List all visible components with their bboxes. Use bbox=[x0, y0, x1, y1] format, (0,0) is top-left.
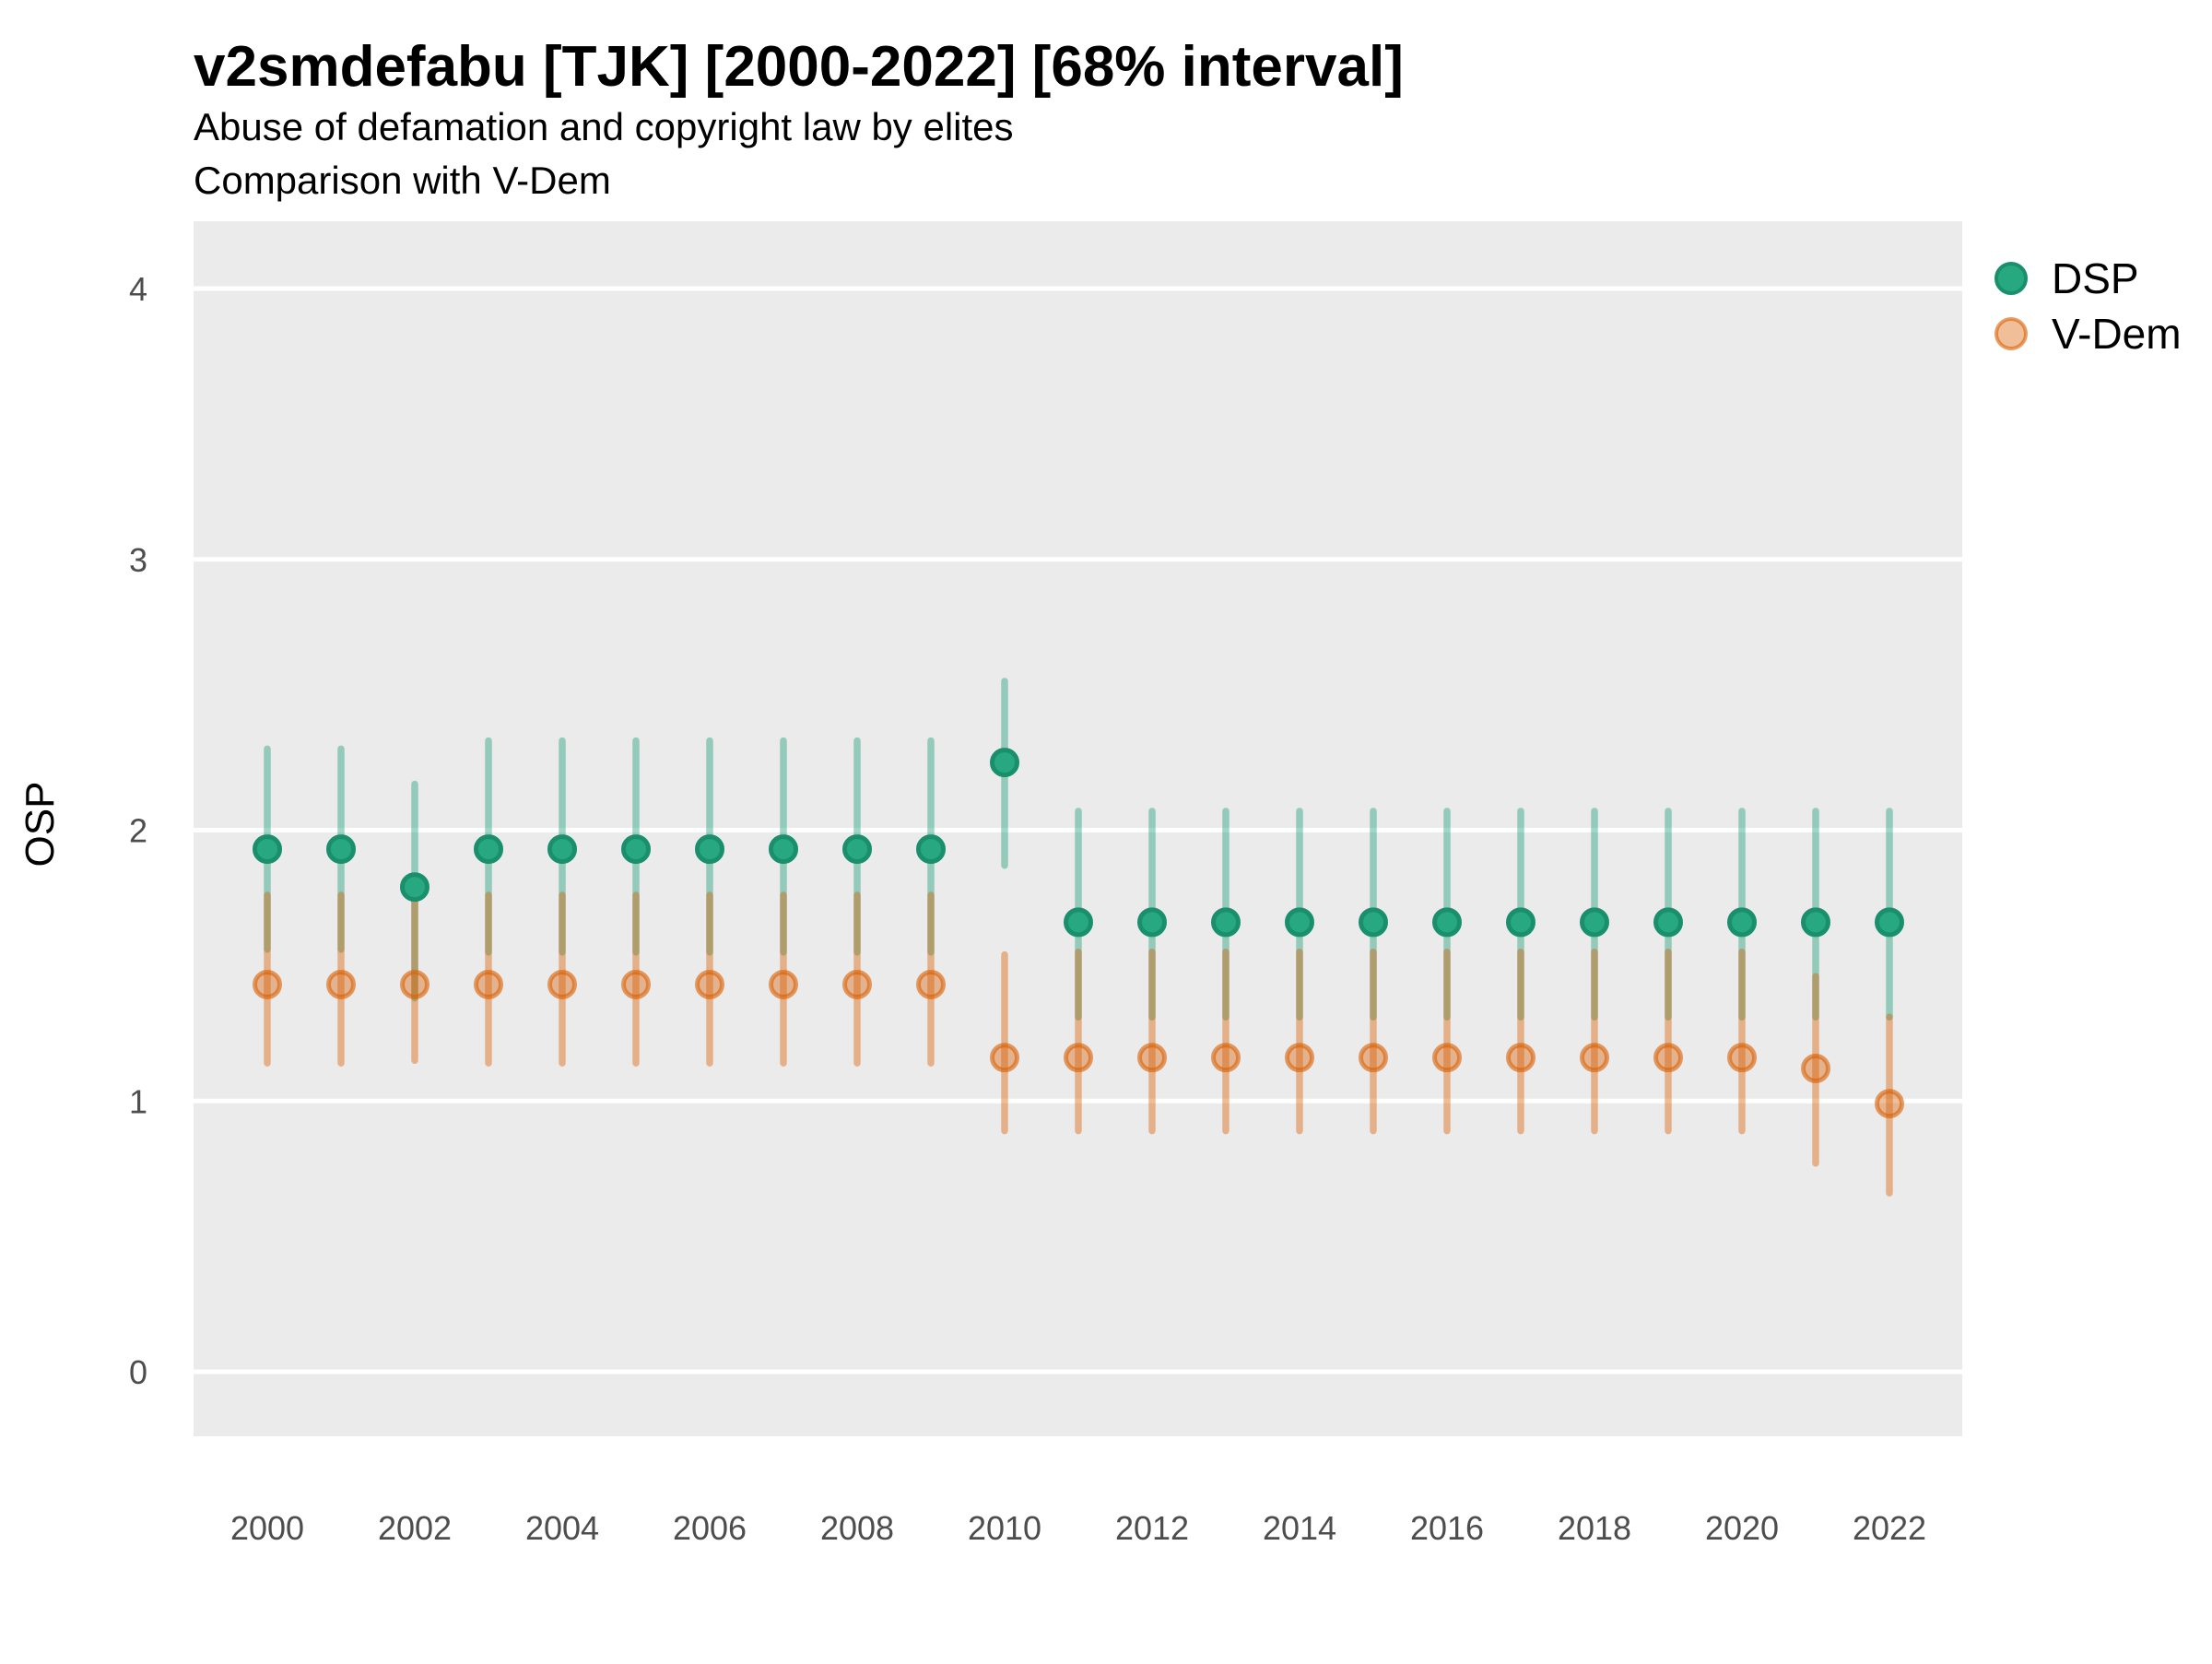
y-axis-tick-labels: 4 3 2 1 0 bbox=[129, 270, 147, 1391]
dsp-point-2014 bbox=[1285, 907, 1314, 938]
x-tick-label-2010: 2010 bbox=[968, 1509, 1041, 1547]
vdem-point-2020 bbox=[1727, 1043, 1757, 1073]
data-series-layer bbox=[253, 678, 1904, 1197]
legend-vdem-label: V-Dem bbox=[2052, 310, 2182, 358]
dsp-point-2006 bbox=[695, 834, 724, 865]
dsp-point-2005 bbox=[621, 834, 651, 865]
x-tick-label-2022: 2022 bbox=[1853, 1509, 1926, 1547]
y-tick-label-0: 0 bbox=[129, 1353, 147, 1391]
vdem-point-2019 bbox=[1653, 1043, 1683, 1073]
chart-title: v2smdefabu [TJK] [2000-2022] [68% interv… bbox=[194, 35, 1404, 99]
legend-vdem-dot-icon bbox=[1994, 317, 2028, 350]
x-tick-label-2014: 2014 bbox=[1263, 1509, 1336, 1547]
vdem-point-2003 bbox=[474, 969, 503, 999]
dsp-point-2012 bbox=[1137, 907, 1167, 938]
legend: DSP V-Dem bbox=[1994, 254, 2182, 358]
x-tick-label-2002: 2002 bbox=[378, 1509, 452, 1547]
chart-subtitle-line1: Abuse of defamation and copyright law by… bbox=[194, 105, 1014, 148]
x-tick-label-2004: 2004 bbox=[525, 1509, 599, 1547]
dsp-point-2013 bbox=[1211, 907, 1241, 938]
vdem-point-2017 bbox=[1506, 1043, 1535, 1073]
dsp-point-2015 bbox=[1359, 907, 1388, 938]
dsp-point-2007 bbox=[769, 834, 798, 865]
y-axis-title: OSP bbox=[18, 782, 63, 867]
vdem-point-2009 bbox=[916, 969, 946, 999]
vdem-point-2002 bbox=[400, 969, 429, 999]
vdem-point-2022 bbox=[1875, 1089, 1904, 1119]
dsp-point-2000 bbox=[253, 834, 282, 865]
vdem-point-2005 bbox=[621, 969, 651, 999]
dsp-point-2021 bbox=[1801, 907, 1830, 938]
dsp-point-2022 bbox=[1875, 907, 1904, 938]
legend-dsp-label: DSP bbox=[2052, 254, 2139, 302]
legend-dsp-dot-icon bbox=[1994, 262, 2028, 295]
vdem-point-2021 bbox=[1801, 1054, 1830, 1083]
dsp-point-2011 bbox=[1064, 907, 1093, 938]
dsp-point-2003 bbox=[474, 834, 503, 865]
vdem-point-2015 bbox=[1359, 1043, 1388, 1073]
vdem-point-2008 bbox=[842, 969, 872, 999]
dsp-point-2001 bbox=[326, 834, 356, 865]
dsp-point-2009 bbox=[916, 834, 946, 865]
dsp-point-2017 bbox=[1506, 907, 1535, 938]
x-tick-label-2016: 2016 bbox=[1410, 1509, 1484, 1547]
vdem-point-2007 bbox=[769, 969, 798, 999]
y-tick-label-1: 1 bbox=[129, 1082, 147, 1120]
x-tick-label-2020: 2020 bbox=[1705, 1509, 1779, 1547]
x-tick-label-2012: 2012 bbox=[1115, 1509, 1189, 1547]
x-tick-label-2006: 2006 bbox=[673, 1509, 747, 1547]
dsp-point-2020 bbox=[1727, 907, 1757, 938]
vdem-point-2014 bbox=[1285, 1043, 1314, 1073]
x-tick-label-2018: 2018 bbox=[1558, 1509, 1631, 1547]
vdem-point-2011 bbox=[1064, 1043, 1093, 1073]
vdem-point-2004 bbox=[547, 969, 577, 999]
vdem-point-2010 bbox=[990, 1043, 1019, 1073]
dsp-point-2004 bbox=[547, 834, 577, 865]
dsp-point-2019 bbox=[1653, 907, 1683, 938]
vdem-point-2006 bbox=[695, 969, 724, 999]
vdem-point-2016 bbox=[1432, 1043, 1462, 1073]
dsp-point-2010 bbox=[990, 748, 1019, 778]
vdem-point-2012 bbox=[1137, 1043, 1167, 1073]
dsp-point-2018 bbox=[1580, 907, 1609, 938]
vdem-point-2013 bbox=[1211, 1043, 1241, 1073]
dsp-point-2002 bbox=[400, 872, 429, 903]
dsp-point-2008 bbox=[842, 834, 872, 865]
x-tick-label-2008: 2008 bbox=[820, 1509, 894, 1547]
dsp-point-2016 bbox=[1432, 907, 1462, 938]
gridlines bbox=[194, 286, 1962, 1375]
x-tick-label-2000: 2000 bbox=[230, 1509, 304, 1547]
vdem-point-2000 bbox=[253, 969, 282, 999]
y-tick-label-4: 4 bbox=[129, 270, 147, 308]
y-tick-label-3: 3 bbox=[129, 541, 147, 579]
vdem-point-2018 bbox=[1580, 1043, 1609, 1073]
chart-subtitle-line2: Comparison with V-Dem bbox=[194, 159, 611, 202]
x-axis-tick-labels: 2000 2002 2004 2006 2008 2010 2012 2014 2016 2018… bbox=[230, 1509, 1926, 1547]
y-tick-label-2: 2 bbox=[129, 812, 147, 850]
vdem-point-2001 bbox=[326, 969, 356, 999]
